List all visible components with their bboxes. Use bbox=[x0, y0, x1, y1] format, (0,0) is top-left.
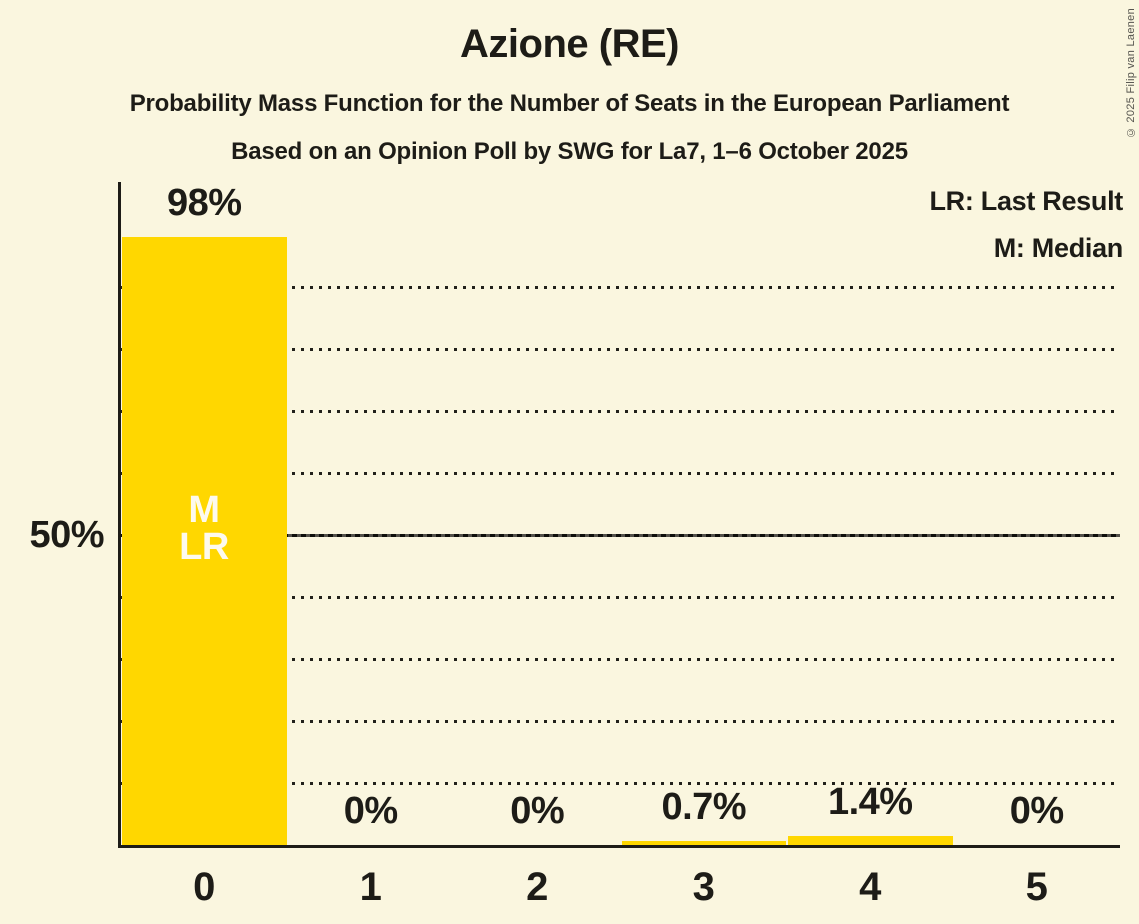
gridline-60pct bbox=[121, 471, 1120, 475]
bar-value-label-seat-0: 98% bbox=[166, 182, 242, 224]
gridline-30pct bbox=[121, 657, 1120, 661]
gridline-40pct bbox=[121, 595, 1120, 599]
page-title: Azione (RE) bbox=[460, 22, 679, 66]
median-last-result-annotation: M LR bbox=[124, 489, 284, 568]
y-axis-line bbox=[118, 182, 121, 848]
legend-last-result: LR: Last Result bbox=[929, 186, 1123, 216]
bar-value-label-seat-1: 0% bbox=[343, 790, 398, 832]
x-tick-label-1: 1 bbox=[359, 865, 382, 909]
x-tick-label-2: 2 bbox=[526, 865, 549, 909]
last-result-marker-label: LR bbox=[179, 526, 229, 568]
gridline-50pct-solid bbox=[121, 533, 1120, 537]
x-tick-label-4: 4 bbox=[859, 865, 882, 909]
x-tick-label-5: 5 bbox=[1025, 865, 1048, 909]
x-tick-label-3: 3 bbox=[692, 865, 715, 909]
gridline-10pct bbox=[121, 781, 1120, 785]
gridline-90pct bbox=[121, 285, 1120, 289]
copyright-notice: © 2025 Filip van Laenen bbox=[1125, 8, 1137, 139]
legend-median: M: Median bbox=[993, 233, 1124, 263]
gridline-20pct bbox=[121, 719, 1120, 723]
bar-value-label-seat-4: 1.4% bbox=[827, 781, 913, 823]
bar-value-label-seat-5: 0% bbox=[1009, 790, 1064, 832]
gridline-70pct bbox=[121, 409, 1120, 413]
y-axis-tick-label: 50% bbox=[29, 514, 104, 556]
bar-seat-0 bbox=[122, 237, 287, 845]
gridline-80pct bbox=[121, 347, 1120, 351]
chart-subtitle: Probability Mass Function for the Number… bbox=[129, 90, 1010, 117]
bar-value-label-seat-2: 0% bbox=[510, 790, 565, 832]
bar-seat-4 bbox=[788, 836, 953, 845]
chart-source-line: Based on an Opinion Poll by SWG for La7,… bbox=[231, 138, 908, 165]
x-axis-line bbox=[118, 845, 1120, 848]
x-tick-label-0: 0 bbox=[193, 865, 216, 909]
median-marker-label: M bbox=[188, 489, 220, 531]
bar-value-label-seat-3: 0.7% bbox=[661, 786, 747, 828]
bar-seat-3 bbox=[621, 841, 786, 845]
